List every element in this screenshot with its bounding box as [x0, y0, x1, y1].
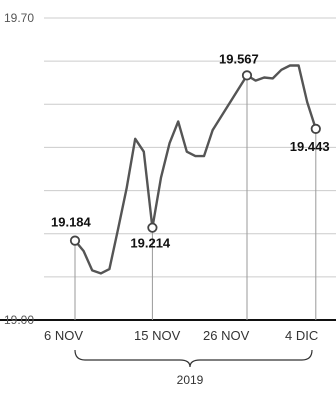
annotations: 19.184 19.214 19.567 19.443 — [51, 51, 330, 250]
axes — [0, 75, 336, 321]
y-tick-labels: 19.70 19.00 — [4, 11, 34, 327]
series-line — [73, 64, 317, 275]
data-point-marker — [310, 123, 321, 134]
data-label: 19.443 — [290, 139, 330, 154]
x-tick-label: 15 NOV — [134, 328, 181, 343]
year-group: 2019 — [74, 349, 313, 387]
y-tick-label: 19.00 — [4, 313, 34, 327]
data-point-marker — [69, 235, 81, 246]
gridlines — [44, 17, 336, 278]
data-label: 19.567 — [219, 51, 259, 66]
year-label: 2019 — [177, 373, 204, 387]
data-label: 19.214 — [130, 236, 171, 251]
year-bracket — [74, 349, 313, 368]
series — [73, 64, 317, 275]
data-point-marker — [241, 70, 253, 81]
x-tick-label: 26 NOV — [203, 328, 250, 343]
data-point-marker — [147, 222, 158, 233]
y-tick-label: 19.70 — [4, 11, 34, 25]
data-label: 19.184 — [51, 215, 92, 230]
x-tick-labels: 6 NOV 15 NOV 26 NOV 4 DIC — [44, 328, 318, 343]
x-tick-label: 6 NOV — [44, 328, 83, 343]
x-tick-label: 4 DIC — [285, 328, 318, 343]
